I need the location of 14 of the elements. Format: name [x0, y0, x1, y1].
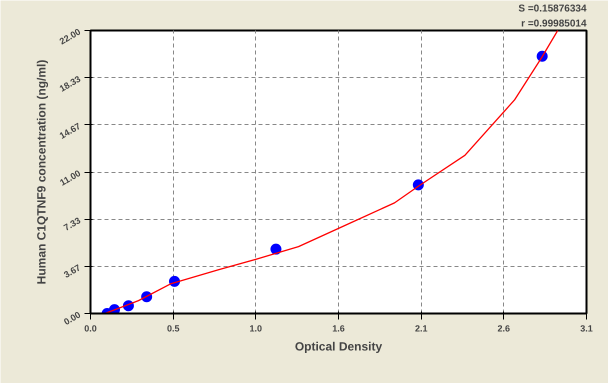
x-tick-label: 2.1: [414, 324, 428, 334]
text: r =0.99985014: [521, 18, 587, 30]
x-tick-label: 1.0: [250, 324, 262, 334]
x-axis-title: Optical Density: [294, 340, 383, 354]
x-tick-label: 3.1: [580, 324, 593, 334]
x-tick-label: 1.6: [332, 324, 345, 334]
x-tick-label: 0.5: [166, 324, 180, 334]
y-tick-label: 3.67: [62, 262, 82, 280]
x-tick-label: 0.0: [84, 324, 97, 334]
y-axis-title: Human C1QTNF9 concentration (ng/ml): [34, 60, 48, 284]
y-tick-label: 0.00: [62, 310, 82, 328]
y-tick-label: 7.33: [62, 215, 82, 233]
x-tick-label: 2.6: [498, 324, 510, 334]
text: S =0.15876334: [518, 4, 587, 14]
